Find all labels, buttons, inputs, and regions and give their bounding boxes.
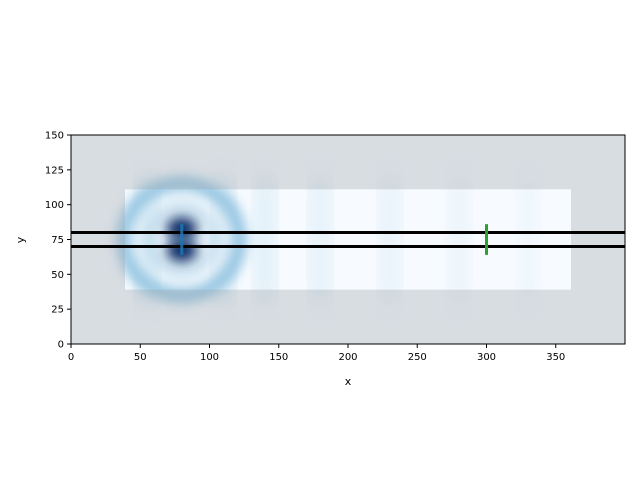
x-tick-label: 300 (477, 352, 496, 363)
x-tick-label: 350 (546, 352, 565, 363)
x-axis: 0 50 100 150 200 250 300 350 (68, 344, 565, 363)
plot-area (71, 135, 625, 344)
pml-region (71, 135, 126, 344)
field-wavefront (313, 175, 328, 304)
y-tick-label: 75 (51, 235, 64, 246)
y-tick-label: 150 (45, 131, 64, 142)
y-tick-label: 0 (58, 340, 64, 351)
pml-region (125, 289, 571, 344)
y-axis: 0 25 50 75 100 125 150 (45, 131, 71, 351)
field-wavefront (257, 175, 272, 304)
x-tick-label: 50 (134, 352, 147, 363)
field-wavefront (521, 175, 536, 304)
x-axis-label: x (345, 375, 352, 388)
field-wavefront (140, 175, 155, 304)
y-tick-label: 25 (51, 305, 64, 316)
y-tick-label: 125 (45, 165, 64, 176)
y-axis-label: y (14, 236, 27, 243)
field-wavefront (382, 175, 397, 304)
pml-region (570, 135, 625, 344)
x-tick-label: 150 (269, 352, 288, 363)
x-tick-label: 250 (408, 352, 427, 363)
field-wavefront (216, 175, 231, 304)
field-ring-outer (116, 176, 247, 303)
pml-region (125, 135, 571, 190)
field-wavefront (451, 175, 466, 304)
x-tick-label: 100 (200, 352, 219, 363)
overlay-layer (71, 224, 625, 255)
pml-overlay (71, 135, 625, 344)
x-tick-label: 0 (68, 352, 74, 363)
y-tick-label: 100 (45, 200, 64, 211)
x-tick-label: 200 (338, 352, 357, 363)
y-tick-label: 50 (51, 270, 64, 281)
field-intensity (116, 175, 536, 304)
